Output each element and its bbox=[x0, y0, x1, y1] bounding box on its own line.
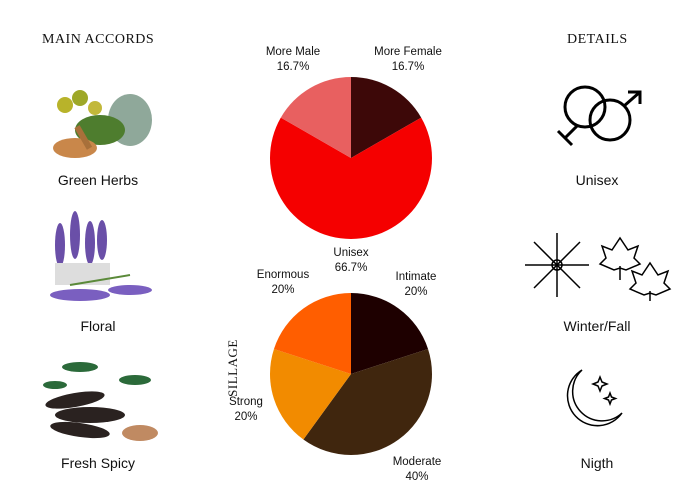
green-herbs-image bbox=[53, 90, 152, 158]
detail-label: Nigth bbox=[580, 455, 614, 471]
label-unisex: Unisex 66.7% bbox=[333, 247, 369, 274]
detail-label: Winter/Fall bbox=[563, 318, 631, 334]
snowflake-leaves-icon bbox=[525, 233, 672, 301]
pie-slice-strong bbox=[269, 348, 351, 440]
moon-stars-icon bbox=[566, 369, 623, 427]
label-intimate: Intimate 20% bbox=[395, 271, 437, 298]
pie-slice-unisex bbox=[270, 117, 432, 239]
detail-label: Unisex bbox=[575, 172, 619, 188]
fresh-spicy-image bbox=[43, 362, 158, 441]
pie-slice-moderate bbox=[303, 348, 432, 455]
main-accords-title: MAIN ACCORDS bbox=[42, 32, 155, 47]
label-more-female: More Female 16.7% bbox=[374, 46, 442, 73]
pie-slice-intimate bbox=[351, 293, 429, 374]
accord-label: Green Herbs bbox=[57, 172, 139, 188]
details-title: DETAILS bbox=[567, 32, 628, 47]
sillage-title: SILLAGE bbox=[225, 339, 240, 397]
label-more-male: More Male 16.7% bbox=[265, 46, 321, 73]
gender-icon bbox=[556, 85, 642, 147]
label-moderate: Moderate 40% bbox=[392, 456, 442, 483]
label-strong: Strong 20% bbox=[229, 396, 263, 423]
accord-label: Floral bbox=[80, 318, 116, 334]
pie-slice-more-male bbox=[280, 77, 351, 158]
pie-slice-more-female bbox=[351, 77, 422, 158]
label-enormous: Enormous 20% bbox=[256, 269, 310, 296]
accord-label: Fresh Spicy bbox=[61, 455, 135, 471]
pie-slice-enormous bbox=[273, 293, 351, 374]
floral-image bbox=[50, 211, 152, 301]
